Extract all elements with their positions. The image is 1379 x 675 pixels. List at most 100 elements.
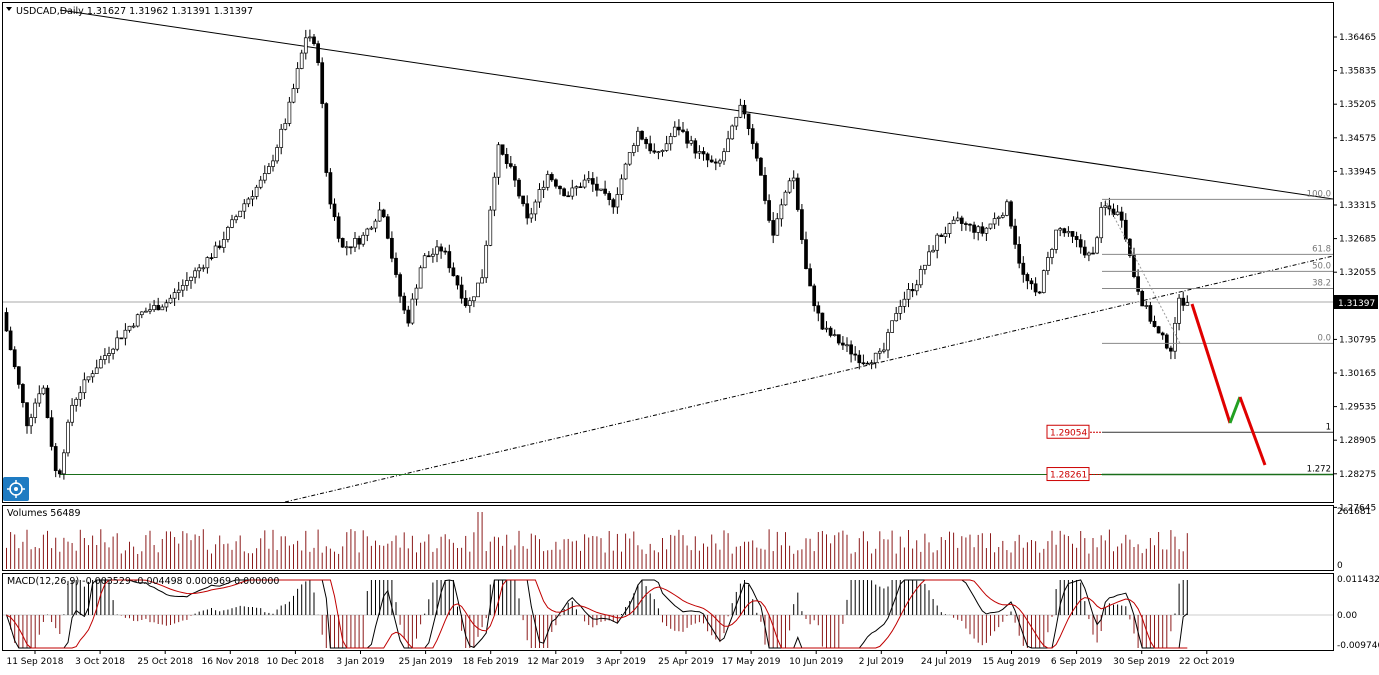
candle-body bbox=[308, 36, 312, 39]
candle-body bbox=[750, 128, 755, 144]
candle-body bbox=[332, 203, 337, 218]
time-tick-label: 12 Mar 2019 bbox=[527, 657, 584, 667]
candle-body bbox=[484, 244, 489, 279]
candle-body bbox=[841, 342, 845, 346]
candle-body bbox=[1021, 262, 1026, 275]
candle-body bbox=[558, 185, 562, 190]
candle-body bbox=[365, 228, 370, 236]
time-tick-label: 10 Dec 2018 bbox=[267, 657, 325, 667]
candle-body bbox=[381, 209, 386, 218]
candle-body bbox=[767, 200, 771, 221]
candles bbox=[4, 29, 1190, 480]
candle-body bbox=[590, 178, 595, 185]
candle-body bbox=[1017, 244, 1022, 264]
candle-body bbox=[193, 270, 197, 278]
time-tick-label: 3 Oct 2018 bbox=[75, 657, 125, 667]
current-price-label: 1.31397 bbox=[1338, 299, 1375, 309]
candle-body bbox=[410, 298, 415, 324]
candle-body bbox=[529, 213, 534, 219]
dropdown-triangle-icon[interactable] bbox=[6, 7, 12, 11]
candle-body bbox=[554, 179, 558, 187]
candle-body bbox=[894, 313, 899, 322]
time-tick-label: 11 Sep 2018 bbox=[6, 657, 63, 667]
candle-body bbox=[21, 384, 25, 404]
candle-body bbox=[90, 373, 95, 378]
candle-body bbox=[730, 125, 735, 140]
candle-body bbox=[722, 151, 726, 162]
projection-leg-final bbox=[1238, 396, 1267, 466]
fib-level-label: 38.2 bbox=[1312, 278, 1331, 288]
time-tick-label: 3 Jan 2019 bbox=[336, 657, 384, 667]
candle-body bbox=[1062, 228, 1067, 234]
price-tick-label: 1.34575 bbox=[1339, 134, 1376, 144]
time-tick-label: 16 Nov 2018 bbox=[201, 657, 259, 667]
candle-body bbox=[726, 138, 730, 153]
candle-body bbox=[201, 267, 206, 270]
candle-body bbox=[328, 172, 333, 205]
candle-body bbox=[857, 354, 862, 364]
candle-body bbox=[295, 68, 300, 89]
candle-body bbox=[943, 233, 948, 237]
candle-body bbox=[517, 179, 521, 197]
candle-body bbox=[800, 209, 804, 240]
candle-body bbox=[775, 218, 780, 236]
candle-body bbox=[619, 178, 624, 195]
candle-body bbox=[70, 404, 74, 423]
candle-body bbox=[914, 284, 919, 292]
candle-body bbox=[738, 104, 743, 118]
candle-body bbox=[29, 417, 33, 427]
candle-body bbox=[640, 130, 644, 140]
price-label-text: 1.28261 bbox=[1050, 471, 1087, 481]
candle-body bbox=[226, 227, 230, 240]
candle-body bbox=[947, 223, 952, 234]
candle-body bbox=[234, 216, 238, 221]
candle-body bbox=[923, 264, 927, 270]
candle-body bbox=[480, 277, 484, 284]
time-tick-label: 17 May 2019 bbox=[722, 657, 781, 667]
candle-body bbox=[1156, 326, 1161, 334]
candle-body bbox=[959, 217, 964, 224]
candle-body bbox=[459, 284, 464, 299]
time-tick-label: 6 Sep 2019 bbox=[1051, 657, 1103, 667]
price-tick-label: 1.32685 bbox=[1339, 235, 1376, 245]
candle-body bbox=[250, 196, 255, 200]
candle-body bbox=[258, 179, 263, 188]
candle-body bbox=[324, 103, 329, 173]
candle-body bbox=[1103, 205, 1108, 208]
navigation-crosshair-icon[interactable] bbox=[3, 477, 29, 501]
candle-body bbox=[861, 362, 866, 365]
price-tick-label: 1.28275 bbox=[1339, 470, 1376, 480]
price-tick-label: 1.29535 bbox=[1339, 403, 1376, 413]
candle-body bbox=[693, 140, 698, 154]
candle-body bbox=[287, 101, 292, 124]
candle-body bbox=[1095, 237, 1099, 254]
candle-body bbox=[189, 276, 193, 281]
candle-body bbox=[267, 166, 271, 174]
macd-main-line bbox=[6, 579, 1188, 649]
candle-body bbox=[713, 161, 718, 164]
candle-body bbox=[1009, 201, 1013, 227]
time-tick-label: 2 Jul 2019 bbox=[859, 657, 904, 667]
candle-body bbox=[1000, 214, 1005, 218]
candle-body bbox=[906, 289, 911, 300]
candle-body bbox=[94, 367, 99, 374]
candle-body bbox=[574, 186, 579, 189]
candle-body bbox=[4, 312, 9, 332]
candle-body bbox=[467, 300, 472, 306]
time-axis: 11 Sep 2018 3 Oct 2018 25 Oct 2018 16 Nov 2… bbox=[6, 650, 1235, 667]
macd-indicator bbox=[3, 579, 1333, 649]
candle-body bbox=[586, 178, 591, 181]
candle-body bbox=[49, 417, 54, 447]
candle-body bbox=[877, 350, 882, 354]
candle-body bbox=[1128, 238, 1132, 256]
macd-bottom-label: -0.009746 bbox=[1337, 641, 1379, 651]
candle-body bbox=[701, 151, 706, 155]
candle-body bbox=[103, 355, 107, 360]
candle-body bbox=[1078, 239, 1083, 248]
price-label-box bbox=[1046, 424, 1090, 439]
candle-body bbox=[910, 289, 915, 292]
candle-body bbox=[808, 268, 812, 287]
price-tick-label: 1.28905 bbox=[1339, 436, 1376, 446]
candle-body bbox=[164, 302, 169, 308]
candle-body bbox=[299, 52, 304, 69]
